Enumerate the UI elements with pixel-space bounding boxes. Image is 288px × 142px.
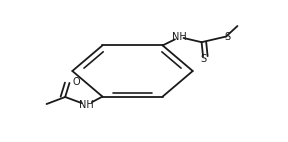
Text: NH: NH — [172, 32, 187, 42]
Text: O: O — [73, 77, 80, 87]
Text: NH: NH — [79, 100, 94, 110]
Text: S: S — [224, 32, 230, 42]
Text: S: S — [200, 54, 206, 64]
